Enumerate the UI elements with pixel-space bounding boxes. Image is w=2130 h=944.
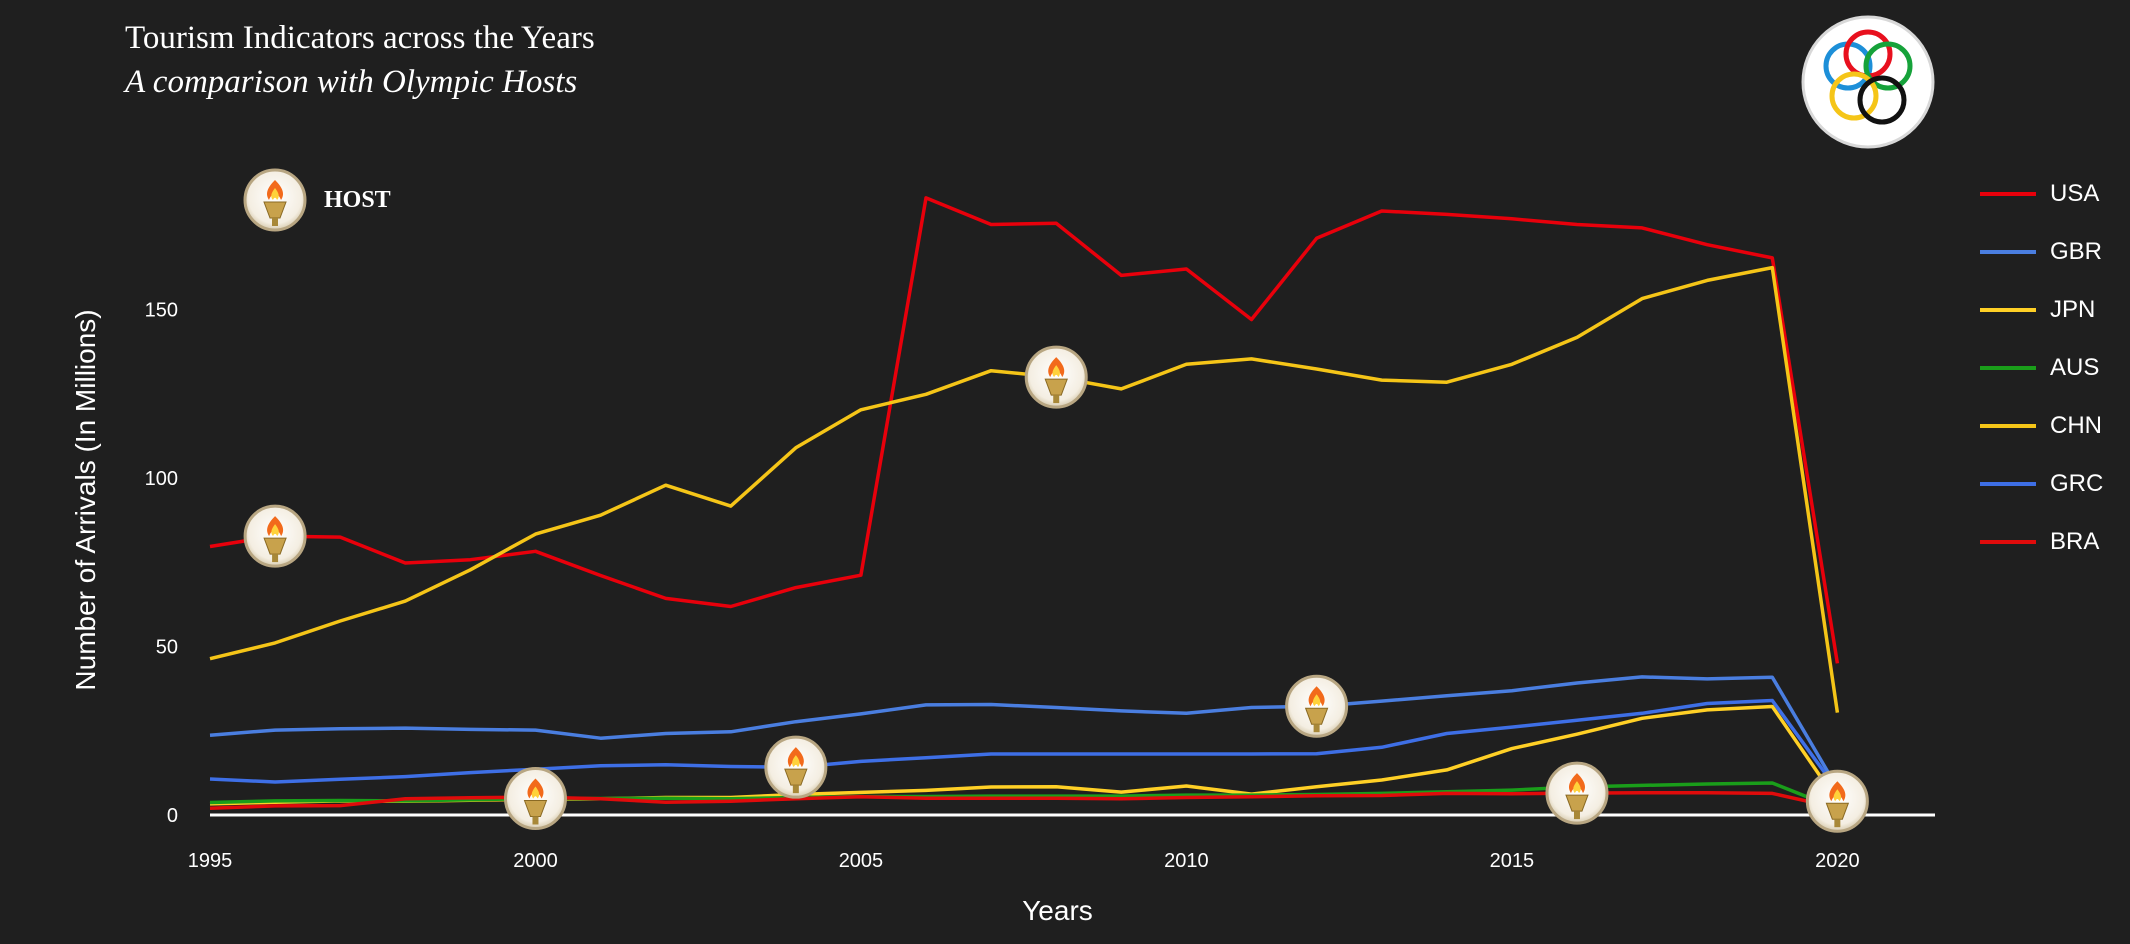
legend-item-gbr[interactable]: GBR [1980,223,2120,281]
legend-label: CHN [2050,412,2102,439]
series-line-grc [209,698,1839,792]
legend-label: GRC [2050,470,2104,497]
legend-item-jpn[interactable]: JPN [1980,281,2120,339]
legend: USA GBR JPN AUS CHN GRC BRA [1980,165,2120,571]
legend-item-bra[interactable]: BRA [1980,513,2120,571]
host-key: HOST [240,165,391,235]
host-markers [243,345,1869,833]
x-axis-label: Years [1022,895,1093,926]
legend-swatch [1980,540,2036,544]
x-tick-label: 2020 [1815,850,1860,872]
axes: 0 50 100 150 1995 2000 2005 2010 2015 2020 Years Nu… [70,300,1935,926]
host-marker-torch-icon [1024,345,1088,409]
legend-item-chn[interactable]: CHN [1980,397,2120,455]
legend-label: AUS [2050,354,2100,381]
legend-item-grc[interactable]: GRC [1980,455,2120,513]
legend-label: BRA [2050,528,2100,555]
torch-icon [243,168,307,232]
legend-swatch [1980,308,2036,312]
series-line-chn [209,265,1840,713]
host-marker-torch-icon [1285,674,1349,738]
host-marker-torch-icon [243,504,307,568]
legend-swatch [1980,192,2036,196]
x-tick-label: 2000 [513,850,558,872]
x-tick-label: 2005 [839,850,884,872]
series-line-gbr [209,675,1839,789]
legend-label: GBR [2050,238,2103,265]
legend-swatch [1980,482,2036,486]
olympic-rings-icon [1801,15,1935,149]
x-tick-label: 2015 [1490,850,1535,872]
series-line-usa [209,196,1840,664]
x-tick-label: 1995 [188,850,233,872]
host-marker-torch-icon [1805,769,1869,833]
y-tick-label: 150 [145,300,178,322]
host-marker-torch-icon [1545,761,1609,825]
host-marker-torch-icon [764,735,828,799]
host-marker-torch-icon [503,766,567,830]
x-tick-label: 2010 [1164,850,1209,872]
legend-item-usa[interactable]: USA [1980,165,2120,223]
legend-label: JPN [2050,296,2096,323]
legend-swatch [1980,250,2036,254]
chart-subtitle: A comparison with Olympic Hosts [125,64,578,100]
legend-swatch [1980,366,2036,370]
legend-label: USA [2050,180,2100,207]
chart-title: Tourism Indicators across the Years [125,20,595,56]
legend-swatch [1980,424,2036,428]
y-tick-label: 0 [167,805,178,827]
y-tick-label: 100 [145,468,178,490]
host-key-label: HOST [324,186,391,213]
legend-item-aus[interactable]: AUS [1980,339,2120,397]
series-lines [209,196,1840,811]
y-axis-label: Number of Arrivals (In Millions) [70,309,101,690]
y-tick-label: 50 [156,637,178,659]
